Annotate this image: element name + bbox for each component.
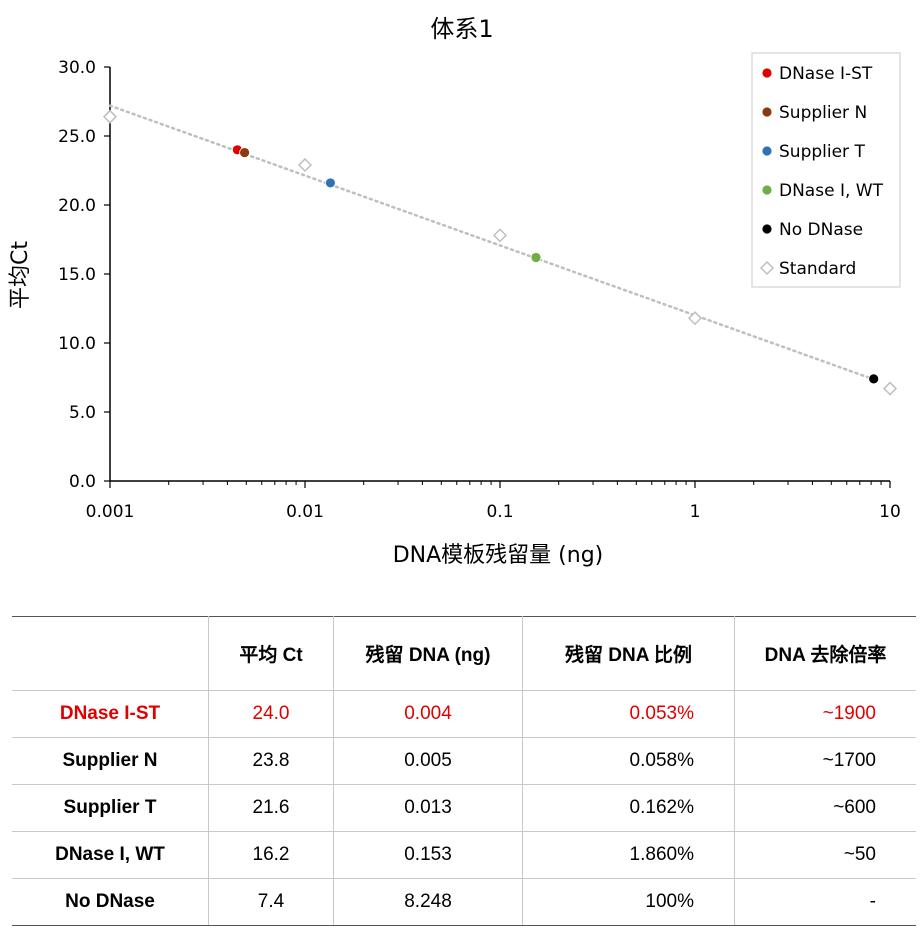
table-row: Supplier T 21.6 0.013 0.162% ~600 xyxy=(12,784,916,832)
data-point-standard xyxy=(687,311,703,326)
header-cell-removal-fold: DNA 去除倍率 xyxy=(734,616,916,691)
row-ct: 23.8 xyxy=(208,737,334,785)
table-header-row: 平均 Ct 残留 DNA (ng) 残留 DNA 比例 DNA 去除倍率 xyxy=(12,616,916,691)
row-ct: 21.6 xyxy=(208,784,334,832)
row-ct: 16.2 xyxy=(208,831,334,879)
y-tick-label: 25.0 xyxy=(58,127,96,147)
row-removal-fold: ~600 xyxy=(734,784,916,832)
chart-title: 体系1 xyxy=(430,15,493,43)
row-residual-ratio: 0.162% xyxy=(522,784,735,832)
row-removal-fold: ~50 xyxy=(734,831,916,879)
header-cell-residual-ratio: 残留 DNA 比例 xyxy=(522,616,735,691)
table-row: DNase I-ST 24.0 0.004 0.053% ~1900 xyxy=(12,690,916,738)
data-point-supplier-t xyxy=(325,177,336,189)
header-cell-residual-dna: 残留 DNA (ng) xyxy=(333,616,523,691)
legend-marker-supplier-t xyxy=(761,145,773,157)
row-removal-fold: ~1900 xyxy=(734,690,916,738)
x-tick-label: 10 xyxy=(879,502,901,522)
data-point-dnase-i-wt xyxy=(530,252,542,263)
legend-box xyxy=(751,52,901,288)
plot-area: 0.0 5.0 10.0 15.0 20.0 25.0 30.0 0.001 0.01 0.1 1 1… xyxy=(58,58,901,522)
y-tick-label: 30.0 xyxy=(58,58,96,78)
row-residual-ratio: 1.860% xyxy=(522,831,735,879)
legend-marker-no-dnase xyxy=(761,223,773,235)
header-cell-ct: 平均 Ct xyxy=(208,616,334,691)
header-cell-blank xyxy=(12,616,209,691)
legend-marker-dnase-i-st xyxy=(761,67,773,79)
y-tick-label: 0.0 xyxy=(69,472,96,492)
y-axis-label: 平均Ct xyxy=(8,241,33,309)
y-tick-label: 20.0 xyxy=(58,196,96,216)
row-ct: 7.4 xyxy=(208,878,334,926)
data-point-no-dnase xyxy=(868,373,880,385)
legend-marker-standard xyxy=(759,260,775,276)
table-row: No DNase 7.4 8.248 100% - xyxy=(12,878,916,926)
legend: DNase I-ST Supplier N Supplier T DNase I, W… xyxy=(751,52,901,288)
x-axis-label: DNA模板残留量 (ng) xyxy=(393,543,604,568)
legend-marker-dnase-i-wt xyxy=(761,184,773,196)
row-removal-fold: - xyxy=(734,878,916,926)
row-residual-ratio: 100% xyxy=(522,878,735,926)
row-sample-name: Supplier N xyxy=(12,737,209,785)
row-residual-dna: 0.005 xyxy=(333,737,523,785)
y-tick-label: 10.0 xyxy=(58,334,96,354)
legend-label-dnase-i-wt: DNase I, WT xyxy=(779,181,884,201)
trendline xyxy=(108,104,878,382)
legend-label-dnase-i-st: DNase I-ST xyxy=(779,64,873,84)
row-ct: 24.0 xyxy=(208,690,334,738)
data-point-standard xyxy=(102,109,118,124)
row-sample-name: DNase I-ST xyxy=(12,690,209,738)
legend-label-supplier-t: Supplier T xyxy=(779,142,865,162)
data-point-standard xyxy=(882,381,898,396)
row-residual-dna: 8.248 xyxy=(333,878,523,926)
legend-label-no-dnase: No DNase xyxy=(779,220,863,240)
x-tick-label: 0.1 xyxy=(486,502,513,522)
data-point-standard xyxy=(297,157,313,173)
y-tick-label: 5.0 xyxy=(69,403,96,423)
table-row: Supplier N 23.8 0.005 0.058% ~1700 xyxy=(12,737,916,785)
results-table: 平均 Ct 残留 DNA (ng) 残留 DNA 比例 DNA 去除倍率 DNa… xyxy=(12,616,916,926)
row-residual-dna: 0.153 xyxy=(333,831,523,879)
row-residual-dna: 0.004 xyxy=(333,690,523,738)
row-sample-name: Supplier T xyxy=(12,784,209,832)
scatter-chart: 体系1 0.05.010.015.020.025.030.00.001 0.01 0… xyxy=(8,15,901,568)
row-sample-name: DNase I, WT xyxy=(12,831,209,879)
x-tick-label: 1 xyxy=(690,502,701,522)
legend-label-supplier-n: Supplier N xyxy=(779,103,867,123)
row-removal-fold: ~1700 xyxy=(734,737,916,785)
row-residual-dna: 0.013 xyxy=(333,784,523,832)
legend-marker-supplier-n xyxy=(761,106,773,118)
x-tick-label: 0.001 xyxy=(86,502,135,522)
row-residual-ratio: 0.058% xyxy=(522,737,735,785)
legend-label-standard: Standard xyxy=(779,259,856,279)
y-tick-label: 15.0 xyxy=(58,265,96,285)
row-residual-ratio: 0.053% xyxy=(522,690,735,738)
table-row: DNase I, WT 16.2 0.153 1.860% ~50 xyxy=(12,831,916,879)
x-tick-label: 0.01 xyxy=(286,502,324,522)
data-point-standard xyxy=(492,228,508,243)
data-point-supplier-n xyxy=(239,147,250,158)
row-sample-name: No DNase xyxy=(12,878,209,926)
